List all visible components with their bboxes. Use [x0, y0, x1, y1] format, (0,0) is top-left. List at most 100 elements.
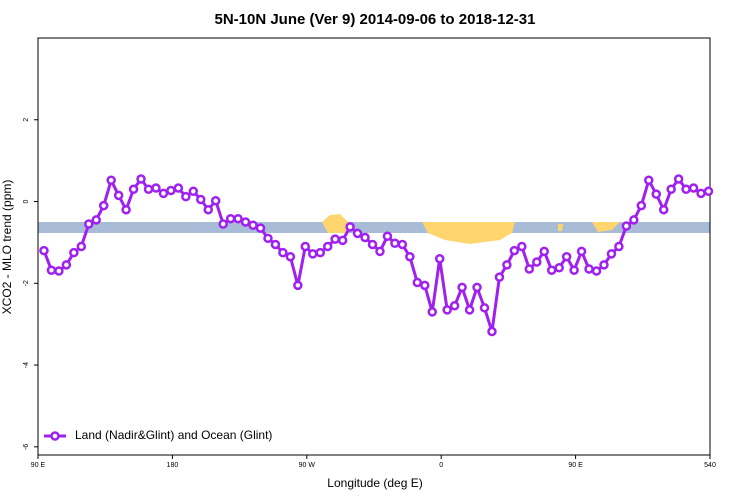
land-patch — [558, 224, 563, 231]
data-point — [300, 241, 311, 252]
data-point — [210, 195, 221, 206]
data-point — [278, 247, 288, 258]
data-point — [330, 234, 340, 244]
x-tick-label: 90 E — [31, 462, 46, 469]
data-point — [69, 247, 79, 258]
data-point — [442, 305, 452, 315]
chart-title: 5N-10N June (Ver 9) 2014-09-06 to 2018-1… — [214, 11, 535, 28]
y-tick-label: -6 — [23, 444, 30, 450]
data-point — [487, 326, 497, 337]
data-point — [98, 200, 109, 211]
data-point — [591, 266, 602, 276]
data-point — [554, 263, 564, 273]
data-point — [561, 251, 572, 262]
data-point — [532, 257, 542, 267]
data-point — [666, 184, 676, 195]
data-point — [673, 174, 684, 184]
data-point — [382, 231, 393, 242]
x-tick-label: 90 W — [299, 462, 316, 469]
data-point — [681, 184, 691, 195]
data-point — [337, 235, 348, 246]
data-point — [539, 246, 549, 257]
data-point — [315, 247, 325, 258]
data-point — [457, 282, 467, 293]
data-point — [308, 249, 318, 259]
legend-label: Land (Nadir&Glint) and Ocean (Glint) — [75, 428, 272, 442]
data-point — [196, 194, 206, 205]
data-point — [420, 280, 430, 291]
data-point — [517, 241, 527, 252]
data-point — [703, 186, 714, 197]
data-point — [390, 238, 400, 248]
data-point — [181, 191, 191, 202]
y-axis-label: XCO2 - MLO trend (ppm) — [0, 180, 14, 315]
data-point — [285, 251, 296, 262]
data-point — [293, 280, 303, 291]
data-point — [84, 219, 94, 229]
data-point — [143, 184, 154, 195]
data-point — [270, 239, 281, 250]
data-point — [106, 175, 116, 186]
x-tick-label: 540 — [704, 462, 716, 469]
data-point — [472, 282, 482, 293]
data-point — [61, 260, 72, 270]
data-point — [405, 251, 415, 262]
data-point — [494, 272, 505, 282]
data-point — [584, 264, 594, 274]
data-point — [375, 246, 385, 257]
data-point — [263, 233, 273, 244]
data-point — [509, 245, 520, 256]
data-point — [644, 175, 654, 186]
data-point — [651, 189, 661, 199]
data-point — [546, 265, 557, 275]
data-point — [240, 217, 251, 227]
data-point — [248, 220, 258, 230]
data-point — [629, 215, 639, 225]
data-point — [688, 183, 699, 193]
data-point — [76, 241, 87, 252]
y-tick-label: 0 — [23, 199, 30, 203]
data-point — [397, 239, 408, 250]
data-point — [39, 245, 49, 256]
x-tick-label: 0 — [439, 462, 443, 469]
data-point — [91, 215, 101, 225]
data-point — [322, 241, 333, 252]
x-axis-label: Longitude (deg E) — [327, 476, 422, 490]
y-tick-label: -2 — [23, 280, 30, 286]
data-point — [464, 305, 475, 315]
y-tick-label: 2 — [23, 118, 30, 122]
land-patch — [322, 214, 348, 233]
data-point — [113, 190, 124, 201]
land-patch — [422, 222, 515, 244]
data-point — [367, 239, 378, 250]
data-point — [345, 222, 355, 232]
plot-frame — [37, 37, 711, 456]
data-point — [524, 264, 535, 274]
data-point — [449, 301, 460, 311]
data-point — [352, 228, 363, 239]
data-point — [188, 186, 199, 197]
land-ocean-band — [38, 214, 710, 244]
y-tick-label: -4 — [23, 362, 30, 368]
data-point — [136, 174, 146, 184]
data-point — [599, 260, 609, 270]
data-point — [255, 223, 266, 233]
data-point — [636, 200, 647, 211]
data-point — [166, 185, 176, 196]
data-point — [696, 188, 706, 199]
data-point — [218, 219, 228, 229]
data-point — [479, 303, 490, 313]
data-point — [46, 265, 57, 275]
x-tick-label: 180 — [167, 462, 179, 469]
data-point — [203, 204, 213, 215]
data-point — [173, 183, 184, 193]
data-point — [614, 241, 624, 252]
data-point — [658, 204, 669, 215]
data-point — [225, 213, 236, 224]
land-patch — [592, 222, 620, 232]
data-point — [621, 221, 632, 231]
data-point — [360, 232, 370, 243]
data-point — [434, 254, 445, 264]
ocean-band — [38, 222, 710, 233]
